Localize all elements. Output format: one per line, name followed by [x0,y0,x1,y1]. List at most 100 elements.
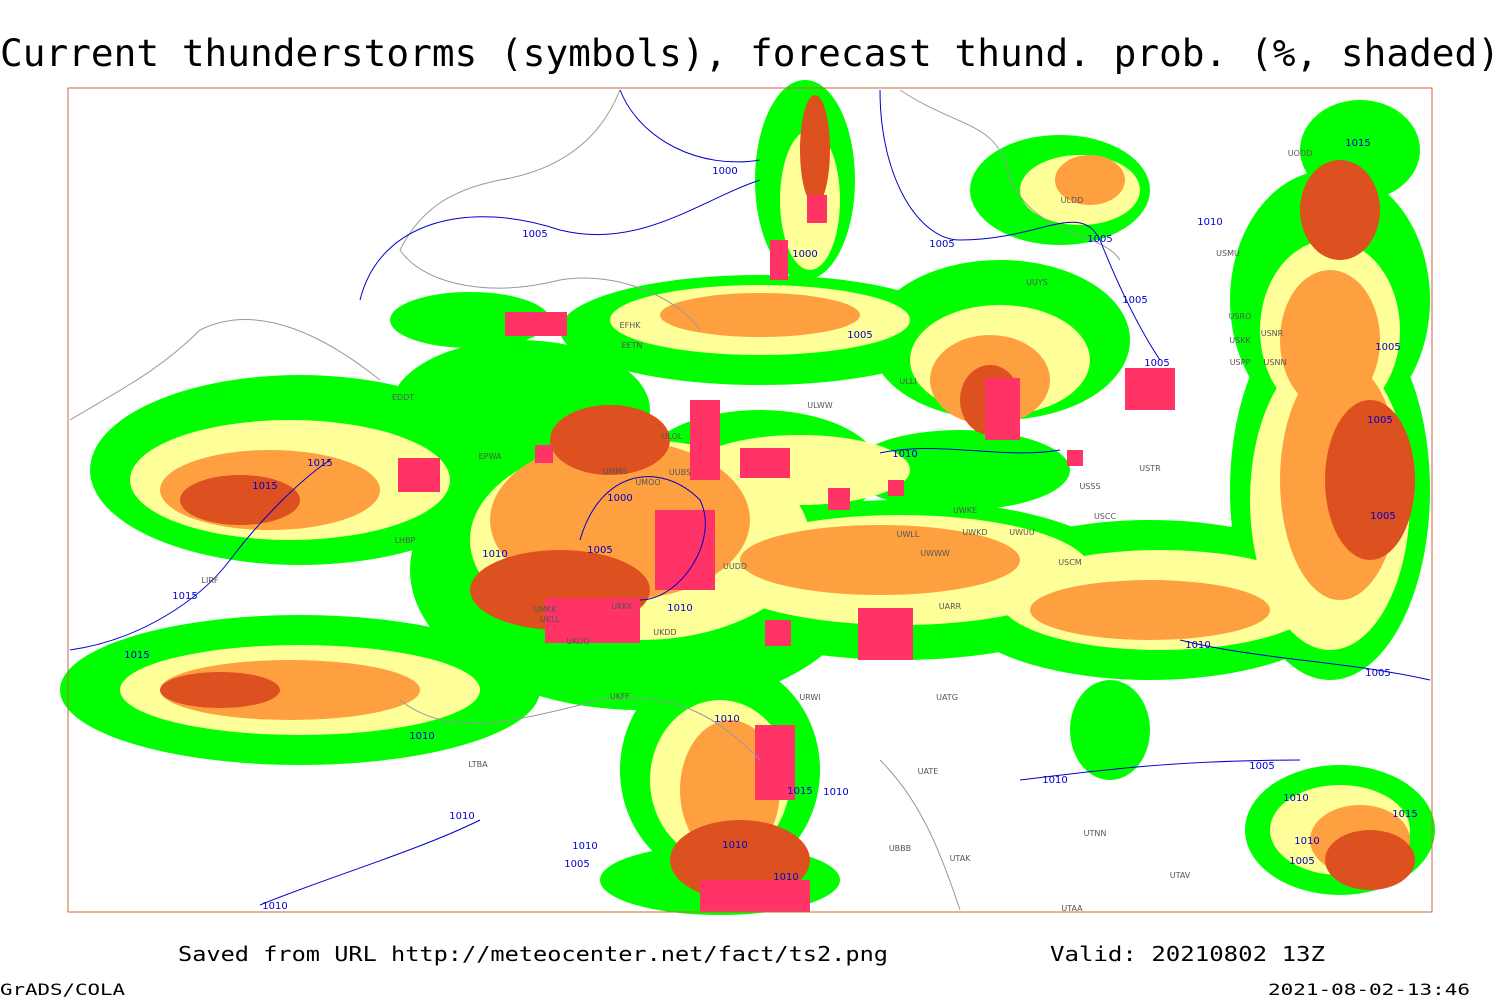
isobar-label: 1010 [722,840,747,851]
station-code: UMMS [603,467,628,476]
station-code: USMU [1216,249,1240,258]
station-code: ULLI [899,377,916,386]
station-code: EPWA [479,452,502,461]
isobar-label: 1005 [564,859,589,870]
map-shape [69,459,331,651]
isobar-label: 1015 [787,786,812,797]
map-shape [1030,580,1270,640]
map-shape [660,293,860,337]
isobar-label: 1000 [712,166,737,177]
map-frame [67,87,1433,913]
map-shape [850,430,1070,510]
isobar-label: 1005 [1367,415,1392,426]
station-code: UATG [936,693,958,702]
station-code: USRO [1229,312,1252,321]
map-shape [1325,830,1415,890]
isobar-label: 1010 [1197,217,1222,228]
station-code: USPP [1230,358,1251,367]
map-shape [888,480,904,496]
map-shape [399,89,701,331]
isobars [69,89,1431,906]
isobar-label: 1005 [1365,668,1390,679]
map-shape [535,445,553,463]
valid-time: Valid: 20210802 13Z [1050,942,1325,966]
isobar-label: 1005 [1144,358,1169,369]
map-shape [359,179,761,301]
isobar-label: 1015 [124,650,149,661]
map-shape [899,89,1121,261]
station-code: USTR [1139,464,1161,473]
station-code: UUDD [723,562,747,571]
station-code: UUYS [1026,278,1048,287]
station-code: UTAK [950,854,972,863]
station-code: EFHK [620,321,642,330]
map-shape [740,448,790,478]
map-shape [1325,400,1415,560]
map-shape [985,378,1020,440]
station-code: ULOL [662,432,683,441]
map-shape [579,476,706,601]
station-code: UTAV [1170,871,1191,880]
isobar-label: 1005 [522,229,547,240]
coastlines [69,89,1121,911]
map-shape [770,240,788,280]
map-shape [879,447,1061,454]
station-code: ULDD [1061,196,1084,205]
map-shape [619,89,761,163]
station-code: UATE [918,767,939,776]
map-shape [765,620,791,646]
map-labels: 1000 1005 1000 1005 1005 1005 1005 1005 1005 1005… [124,138,1417,913]
isobar-label: 1005 [1370,511,1395,522]
isobar-label: 1005 [847,330,872,341]
isobar-label: 1005 [1249,761,1274,772]
station-code: USNN [1264,358,1287,367]
map-shape [879,89,1161,361]
map-shape [800,95,830,205]
isobar-label: 1000 [607,493,632,504]
isobar-label: 1010 [449,811,474,822]
map-shape [1125,368,1175,410]
isobar-label: 1010 [667,603,692,614]
map-shape [1300,160,1380,260]
map-shape [160,672,280,708]
station-code: LHBP [395,536,416,545]
isobar-label: 1015 [172,591,197,602]
station-code: EDDT [392,393,414,402]
station-code: UTAA [1061,904,1083,913]
map-shape [807,195,827,223]
timestamp: 2021-08-02-13:46 [1268,980,1470,999]
software-credit: GrADS/COLA [0,980,125,999]
map-shape [505,312,567,336]
station-code: ULWW [807,401,832,410]
station-code: UMOO [635,478,660,487]
isobar-label: 1010 [409,731,434,742]
map-shape [69,319,381,421]
station-code: USKK [1229,336,1251,345]
map-shape [1179,639,1431,681]
isobar-label: 1010 [1185,640,1210,651]
isobar-label: 1005 [929,239,954,250]
station-code: UKKK [611,602,633,611]
station-code: LIRF [202,576,219,585]
station-code: UWKD [962,528,987,537]
isobar-label: 1015 [307,458,332,469]
map-shape [1019,759,1301,781]
map-title: Current thunderstorms (symbols), forecas… [0,32,1500,75]
isobar-label: 1015 [252,481,277,492]
map-shape [879,759,961,911]
station-code: UBBB [889,844,911,853]
isobar-label: 1005 [1087,234,1112,245]
map-shape [828,488,850,510]
isobar-label: 1005 [587,545,612,556]
station-code: UKLL [540,615,561,624]
isobar-label: 1010 [773,872,798,883]
isobar-label: 1005 [1375,342,1400,353]
map-shape [399,697,761,761]
map-shape [398,458,440,492]
station-code: UKOO [566,637,589,646]
station-code: USCC [1094,512,1117,521]
map-shape [700,880,810,912]
map-shape [1055,155,1125,205]
station-code: EETN [622,341,643,350]
station-code: UWWW [920,549,950,558]
